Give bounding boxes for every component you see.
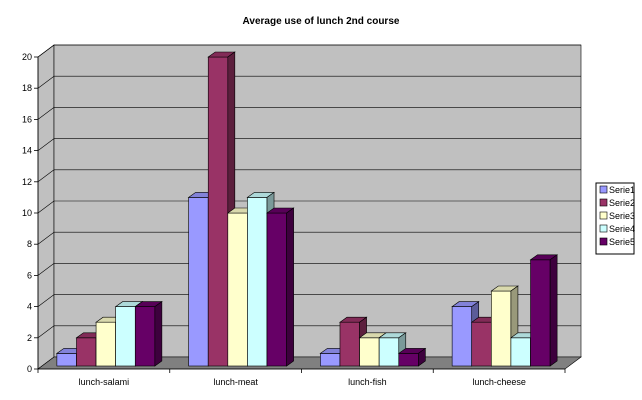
bar-front [266,212,287,367]
legend-label: Serie3 [609,211,635,221]
x-tick-labels: lunch-salami lunch-meat lunch-fish lunch-ch… [79,377,526,387]
bar [134,301,163,367]
x-tick-label: lunch-salami [79,377,130,387]
axes [34,56,566,373]
gridline-side [37,169,55,183]
bar-front [227,212,248,367]
bar-front [451,306,473,367]
bar-front [378,337,400,367]
y-tick-label: 14 [22,146,32,156]
bar-front [207,56,229,367]
legend-label: Serie4 [609,224,635,234]
bar-front [56,353,77,367]
bars [55,51,559,367]
y-tick-label: 20 [22,52,32,62]
legend-label: Serie2 [609,198,635,208]
gridline-side [37,44,55,58]
y-tick-label: 8 [27,239,32,249]
legend-swatch [599,211,608,220]
legend-swatch [599,185,608,194]
legend-label: Serie5 [609,237,635,247]
bar-front [398,353,419,367]
chart-title: Average use of lunch 2nd course [243,16,400,27]
bar-front [115,306,136,367]
y-tick-label: 4 [27,302,32,312]
bar-side [418,347,426,367]
gridline-side [37,75,55,89]
bar-front [320,353,341,367]
y-tick-label: 12 [22,177,32,187]
y-tick-label: 16 [22,114,32,124]
y-tick-label: 10 [22,208,32,218]
legend: Serie1 Serie2 Serie3 Serie4 Serie5 [595,182,635,255]
y-tick-labels: 0 2 4 6 8 10 12 14 16 18 20 [22,52,32,374]
bar-front [510,337,531,367]
bar-side [154,301,163,367]
bar [529,254,559,367]
y-tick-label: 18 [22,83,32,93]
gridline-side [37,107,55,120]
gridline-side [37,200,55,214]
bar-front [76,337,97,367]
bar-front [491,290,512,367]
bar [266,207,295,367]
bar-front [188,197,209,367]
legend-swatch [599,237,608,246]
legend-label: Serie1 [609,185,635,195]
gridline-side [37,294,55,307]
gridline-side [37,263,55,276]
bar-side [549,254,558,367]
bar-front [359,337,380,367]
x-tick-label: lunch-fish [348,377,387,387]
x-tick-label: lunch-meat [213,377,258,387]
bar-front [530,259,551,367]
x-tick-label: lunch-cheese [472,377,526,387]
bar-front [134,306,156,367]
gridline-side [37,325,55,339]
gridline-side [37,138,55,151]
bar-front [471,321,492,367]
bar [397,347,427,367]
gridline-side [37,231,55,245]
y-tick-label: 6 [27,270,32,280]
y-tick-label: 0 [27,364,32,374]
legend-swatch [599,224,608,233]
legend-swatch [599,198,608,207]
bar-front [95,321,116,367]
y-tick-label: 2 [27,333,32,343]
bar-front [247,197,268,367]
bar-front [339,321,360,367]
bar-side [286,207,294,367]
